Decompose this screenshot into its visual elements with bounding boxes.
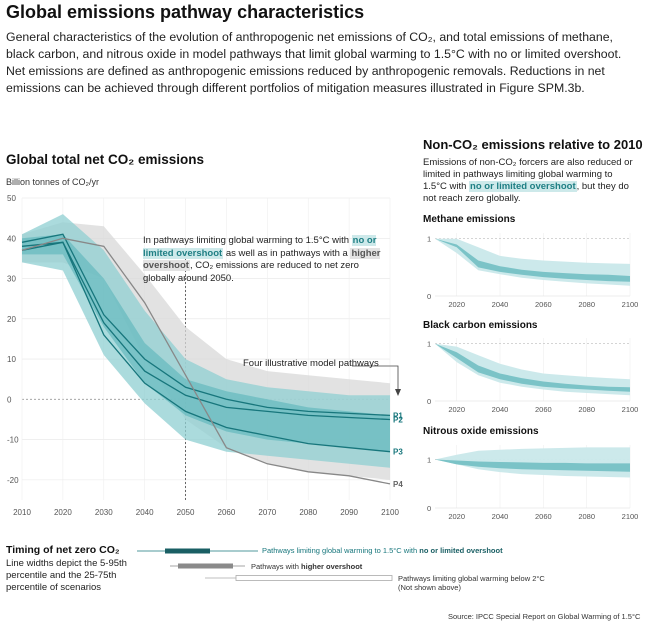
timing-row-1-highlight: higher overshoot <box>301 562 363 571</box>
band-5-95-percentile <box>22 214 390 468</box>
methane-band-25-75 <box>435 238 630 282</box>
x-tick-label: 2070 <box>258 508 276 517</box>
black-carbon-x-tick-label: 2060 <box>535 405 552 414</box>
pathways-label: Four illustrative model pathways <box>243 358 379 369</box>
black-carbon-chart-title: Black carbon emissions <box>423 320 538 331</box>
black-carbon-band-25-75 <box>435 343 630 392</box>
band-25-75-percentile <box>22 234 390 452</box>
x-tick-label: 2020 <box>54 508 72 517</box>
y-tick-label: 50 <box>7 194 16 203</box>
black-carbon-y-tick-label: 0 <box>427 397 431 406</box>
methane-x-tick-label: 2080 <box>578 300 595 309</box>
timing-bar-higher-overshoot-25-75 <box>178 563 233 569</box>
right-text-post: , but they do not reach zero globally. <box>423 181 629 204</box>
timing-bar-2c-25-75 <box>235 575 393 581</box>
methane-x-tick-label: 2040 <box>492 300 509 309</box>
x-tick-label: 2030 <box>95 508 113 517</box>
main-chart-callout: In pathways limiting global warming to 1… <box>143 235 383 285</box>
series-label-p3: P3 <box>393 448 403 457</box>
intro-paragraph: General characteristics of the evolution… <box>6 30 622 95</box>
nitrous-oxide-band-25-75 <box>435 459 630 472</box>
methane-x-tick-label: 2060 <box>535 300 552 309</box>
x-tick-label: 2050 <box>177 508 195 517</box>
timing-row-1-pre: Pathways with <box>251 562 299 571</box>
x-tick-label: 2040 <box>136 508 154 517</box>
series-label-p1: P1 <box>393 411 403 420</box>
timing-row-2c-label: Pathways limiting global warming below 2… <box>398 574 545 592</box>
series-label-p2: P2 <box>393 415 403 424</box>
timing-row-0-highlight: no or limited overshoot <box>419 546 503 555</box>
black-carbon-x-tick-label: 2040 <box>492 405 509 414</box>
right-text-pre: Emissions of non-CO₂ forcers are also re… <box>423 157 633 192</box>
pathways-pointer-line <box>352 365 399 392</box>
timing-row-higher-overshoot-label: Pathways with higher overshoot <box>251 562 362 571</box>
x-tick-label: 2080 <box>299 508 317 517</box>
y-tick-label: 20 <box>7 315 16 324</box>
series-line-p1 <box>21 233 391 417</box>
series-line-p2 <box>21 241 391 421</box>
y-tick-label: -10 <box>7 436 19 445</box>
x-tick-label: 2060 <box>218 508 236 517</box>
right-panel-heading: Non-CO₂ emissions relative to 2010 <box>423 137 643 152</box>
x-tick-label: 2090 <box>340 508 358 517</box>
series-label-p4: P4 <box>393 480 403 489</box>
x-tick-label: 2100 <box>381 508 399 517</box>
callout-mid: as well as in pathways with a <box>225 247 348 259</box>
page-title: Global emissions pathway characteristics <box>6 2 365 22</box>
methane-y-tick-label: 1 <box>427 235 431 244</box>
black-carbon-x-tick-label: 2020 <box>448 405 465 414</box>
series-line-p4 <box>21 237 391 485</box>
right-text-highlight: no or limited overshoot <box>469 181 577 192</box>
nitrous-oxide-x-tick-label: 2060 <box>535 512 552 521</box>
nitrous-oxide-x-tick-label: 2080 <box>578 512 595 521</box>
callout-post: , CO₂ emissions are reduced to net zero … <box>143 260 359 284</box>
nitrous-oxide-x-tick-label: 2040 <box>492 512 509 521</box>
main-chart-unit-label: Billion tonnes of CO₂/yr <box>6 177 100 187</box>
timing-bar-no-overshoot-25-75 <box>165 548 210 554</box>
nitrous-oxide-chart-title: Nitrous oxide emissions <box>423 426 539 437</box>
x-tick-label: 2010 <box>13 508 31 517</box>
y-tick-label: -20 <box>7 476 19 485</box>
timing-row-0-pre: Pathways limiting global warming to 1.5°… <box>262 546 418 555</box>
nitrous-oxide-x-tick-label: 2100 <box>622 512 639 521</box>
methane-x-tick-label: 2100 <box>622 300 639 309</box>
black-carbon-x-tick-label: 2100 <box>622 405 639 414</box>
timing-row-2-sub: (Not shown above) <box>398 583 461 592</box>
right-panel-text: Emissions of non-CO₂ forcers are also re… <box>423 157 633 205</box>
timing-heading: Timing of net zero CO₂ <box>6 544 120 556</box>
y-tick-label: 40 <box>7 234 16 243</box>
methane-x-tick-label: 2020 <box>448 300 465 309</box>
y-tick-label: 0 <box>7 395 12 404</box>
callout-pre: In pathways limiting global warming to 1… <box>143 235 350 246</box>
source-note: Source: IPCC Special Report on Global Wa… <box>448 612 641 621</box>
timing-row-no-overshoot-label: Pathways limiting global warming to 1.5°… <box>262 546 503 555</box>
nitrous-oxide-x-tick-label: 2020 <box>448 512 465 521</box>
pathways-pointer-arrowhead <box>395 389 401 396</box>
timing-row-2-pre: Pathways limiting global warming below 2… <box>398 574 545 583</box>
timing-description: Line widths depict the 5-95th percentile… <box>6 558 127 593</box>
series-line-p3 <box>21 241 391 453</box>
nitrous-oxide-y-tick-label: 0 <box>427 504 431 513</box>
main-chart-heading: Global total net CO₂ emissions <box>6 152 205 167</box>
methane-chart-title: Methane emissions <box>423 214 516 225</box>
black-carbon-y-tick-label: 1 <box>427 340 431 349</box>
black-carbon-x-tick-label: 2080 <box>578 405 595 414</box>
nitrous-oxide-y-tick-label: 1 <box>427 456 431 465</box>
y-tick-label: 30 <box>7 275 16 284</box>
black-carbon-band-5-95 <box>435 343 630 396</box>
methane-y-tick-label: 0 <box>427 292 431 301</box>
y-tick-label: 10 <box>7 355 16 364</box>
